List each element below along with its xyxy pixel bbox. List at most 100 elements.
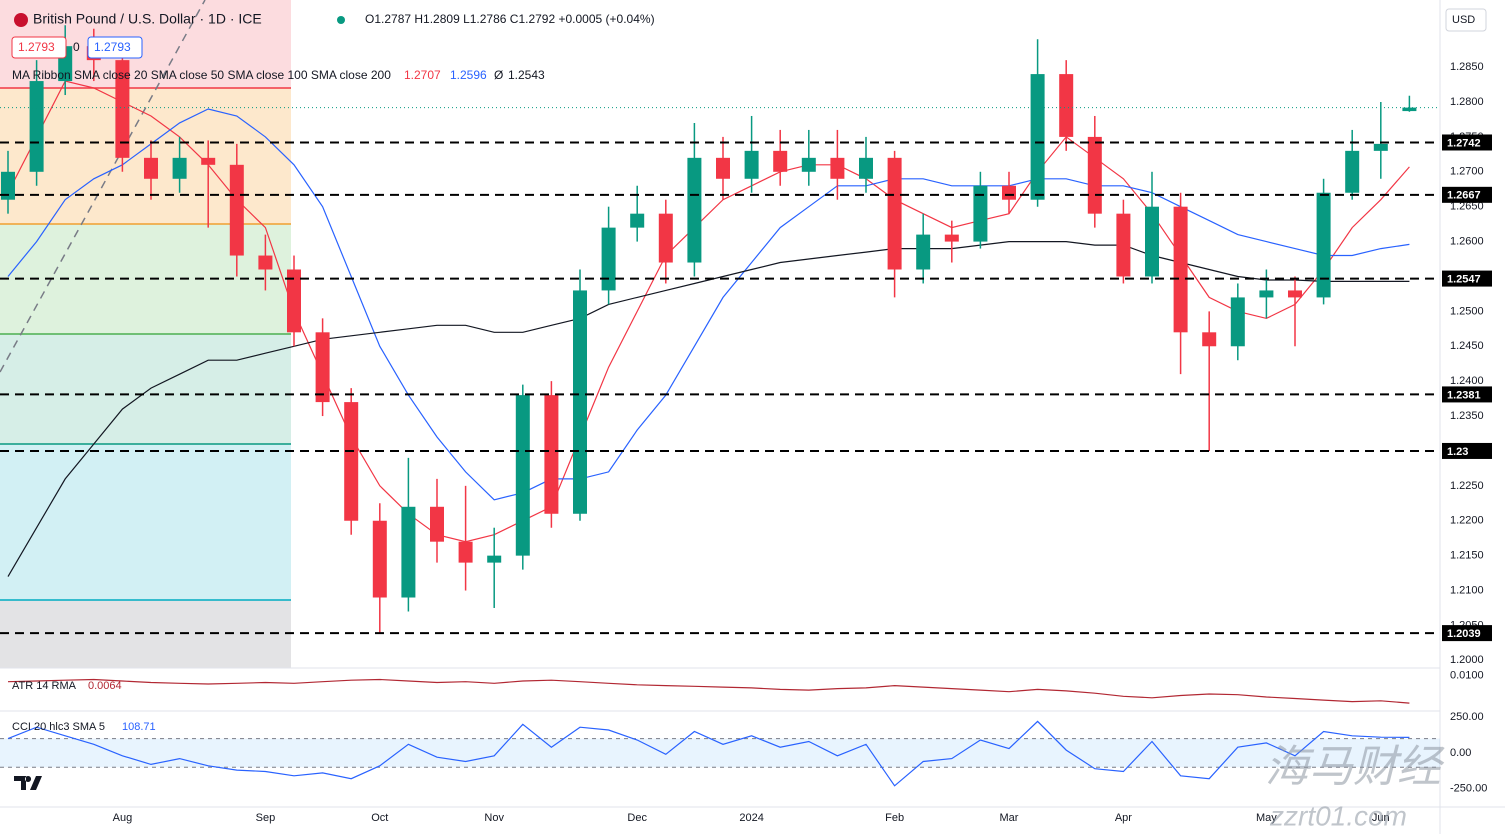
y-tick-label: 1.2350: [1450, 410, 1484, 422]
x-tick-label: Apr: [1115, 812, 1132, 824]
currency-box: [1445, 8, 1487, 32]
atr-label: ATR 14 RMA: [12, 680, 77, 692]
candle-body: [487, 555, 502, 563]
cci-label: CCI 20 hlc3 SMA 5: [12, 721, 105, 733]
candle-body: [630, 213, 645, 228]
candle-body: [1288, 290, 1302, 298]
candle-body: [29, 81, 44, 172]
candle-body: [115, 60, 130, 158]
candle-body: [859, 157, 873, 179]
candle-body: [1173, 206, 1188, 333]
level-label: 1.2547: [1447, 273, 1481, 285]
cci-tick-label: 0.00: [1450, 747, 1471, 759]
candle-body: [1116, 213, 1131, 277]
level-label: 1.2039: [1447, 628, 1481, 640]
candle-body: [172, 157, 187, 179]
y-tick-label: 1.2650: [1450, 201, 1484, 213]
ma-line: [7, 108, 1410, 501]
x-tick-label: Aug: [113, 812, 133, 824]
y-tick-label: 1.2400: [1450, 375, 1484, 387]
cci-tick-label: -250.00: [1450, 783, 1487, 795]
candle-body: [658, 213, 673, 263]
status-dot: [337, 16, 345, 24]
candle-body: [1230, 297, 1245, 347]
level-label-box: [1442, 386, 1492, 403]
level-label-box: [1442, 625, 1492, 642]
candle-body: [573, 290, 587, 514]
level-label-box: [1442, 442, 1492, 459]
y-tick-label: 1.2200: [1450, 515, 1484, 527]
candle-body: [601, 227, 616, 291]
x-tick-label: 2024: [739, 812, 763, 824]
candle-body: [1002, 185, 1016, 200]
y-tick-label: 1.2800: [1450, 96, 1484, 108]
candle-body: [1345, 150, 1360, 193]
ma-label: MA Ribbon SMA close 20 SMA close 50 SMA …: [12, 68, 391, 82]
candle-body: [1373, 143, 1388, 151]
level-label: 1.23: [1447, 446, 1468, 458]
y-tick-label: 1.2250: [1450, 480, 1484, 492]
candle-body: [287, 269, 301, 333]
atr-value: 0.0064: [88, 680, 122, 692]
watermark: zzrt01.com: [1269, 800, 1407, 831]
candle-body: [1087, 136, 1102, 214]
level-label-box: [1442, 186, 1492, 203]
watermark: 海马财经: [1265, 743, 1445, 792]
chart-title: British Pound / U.S. Dollar · 1D · ICE: [33, 11, 262, 27]
candle-body: [1059, 74, 1074, 137]
candle-body: [1145, 206, 1159, 277]
y-tick-label: 1.2700: [1450, 166, 1484, 178]
tv-logo: [14, 772, 48, 792]
currency: USD: [1452, 14, 1475, 26]
candle-body: [1, 171, 15, 200]
candle-body: [1402, 107, 1417, 112]
candle-body: [830, 157, 845, 179]
symbol-icon: [14, 13, 28, 27]
candle-body: [1259, 290, 1274, 298]
y-tick-label: 1.2450: [1450, 340, 1484, 352]
candle-body: [201, 157, 216, 165]
y-tick-label: 1.2100: [1450, 584, 1484, 596]
ma-value: 1.2707: [404, 68, 441, 82]
candle-body: [1030, 74, 1045, 200]
candle-body: [515, 395, 530, 556]
x-tick-label: Mar: [1000, 812, 1019, 824]
x-tick-label: Nov: [484, 812, 504, 824]
candle-body: [744, 150, 759, 179]
level-label-box: [1442, 134, 1492, 151]
candle-body: [401, 506, 416, 598]
candle-body: [315, 332, 330, 403]
candle-body: [716, 157, 730, 179]
candle-body: [773, 150, 788, 172]
y-tick-label: 1.2150: [1450, 550, 1484, 562]
candle-body: [801, 157, 816, 172]
cci-tick-label: 250.00: [1450, 711, 1484, 723]
fib-zones: [0, 0, 291, 668]
level-label-box: [1442, 270, 1492, 287]
candle-body: [887, 157, 902, 270]
x-tick-label: Feb: [885, 812, 904, 824]
atr-line: [7, 678, 1410, 704]
ma-value: 1.2596: [450, 68, 487, 82]
candle-body: [344, 402, 359, 521]
spread: 0: [73, 40, 80, 54]
cci-value: 108.71: [122, 721, 156, 733]
level-label: 1.2742: [1447, 137, 1481, 149]
candle-body: [458, 541, 473, 563]
candle-body: [144, 157, 158, 179]
buy-box: [87, 36, 143, 59]
y-tick-label: 1.2500: [1450, 305, 1484, 317]
sell-price: 1.2793: [18, 40, 55, 54]
ma-value: 1.2543: [508, 68, 545, 82]
candle-body: [916, 234, 931, 270]
ohlc-label: O1.2787 H1.2809 L1.2786 C1.2792 +0.0005 …: [365, 12, 655, 26]
candle-body: [544, 395, 559, 514]
x-tick-label: May: [1256, 812, 1277, 824]
candle-body: [258, 255, 273, 270]
ma-missing: Ø: [494, 68, 503, 82]
candle-body: [944, 234, 959, 242]
candle-body: [1316, 192, 1331, 298]
buy-price: 1.2793: [94, 40, 131, 54]
